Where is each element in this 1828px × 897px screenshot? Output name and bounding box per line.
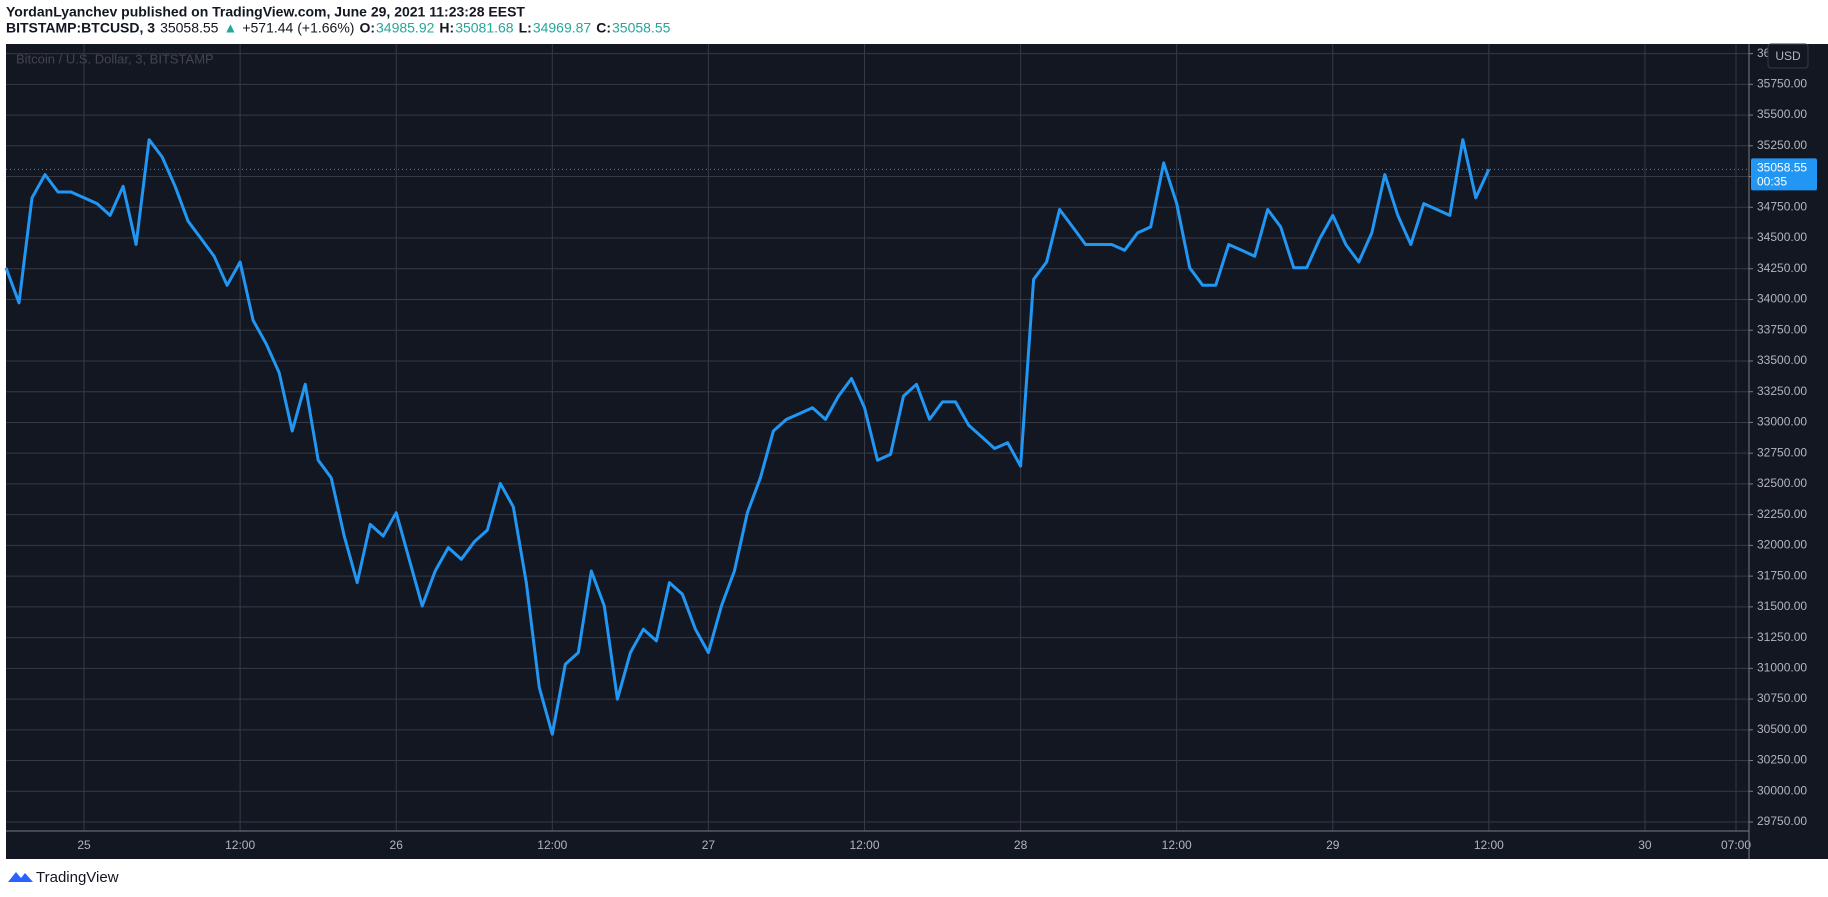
watermark: Bitcoin / U.S. Dollar, 3, BITSTAMP [16, 51, 214, 66]
y-tick-label: 32750.00 [1757, 445, 1807, 459]
y-tick-label: 33000.00 [1757, 415, 1807, 429]
y-tick-label: 31250.00 [1757, 630, 1807, 644]
y-tick-label: 32500.00 [1757, 476, 1807, 490]
x-tick-label: 12:00 [849, 838, 879, 852]
change: +571.44 (+1.66%) [242, 20, 354, 36]
x-tick-label: 12:00 [225, 838, 255, 852]
x-tick-label: 07:00 [1721, 838, 1751, 852]
currency-box [1767, 43, 1809, 69]
last-price-box [1751, 158, 1817, 191]
x-tick-label: 26 [390, 838, 404, 852]
y-tick-label: 30750.00 [1757, 691, 1807, 705]
y-tick-label: 34750.00 [1757, 199, 1807, 213]
y-tick-label: 32250.00 [1757, 507, 1807, 521]
currency: USD [1775, 49, 1801, 63]
x-tick-label: 29 [1326, 838, 1340, 852]
arrow: ▲ [223, 20, 237, 36]
ohlc-label: C: [596, 20, 611, 36]
x-tick-label: 27 [702, 838, 716, 852]
y-tick-label: 29750.00 [1757, 814, 1807, 828]
x-tick-label: 28 [1014, 838, 1028, 852]
last-price-label: 35058.55 [1757, 161, 1807, 175]
ohlc-label: L: [519, 20, 532, 36]
y-tick-label: 33500.00 [1757, 353, 1807, 367]
price: 35058.55 [160, 20, 219, 36]
ohlc-value: 35081.68 [455, 20, 514, 36]
y-tick-label: 34000.00 [1757, 292, 1807, 306]
y-tick-label: 35500.00 [1757, 107, 1807, 121]
y-tick-label: 31000.00 [1757, 661, 1807, 675]
price-line [4, 138, 1491, 736]
author: YordanLyanchev published on TradingView.… [6, 4, 525, 20]
ohlc-label: H: [439, 20, 454, 36]
y-tick-label: 33750.00 [1757, 322, 1807, 336]
ohlc-label: O: [359, 20, 375, 36]
countdown: 00:35 [1757, 175, 1787, 189]
chart-background [6, 44, 1828, 859]
ohlc-value: 35058.55 [612, 20, 671, 36]
y-tick-label: 31500.00 [1757, 599, 1807, 613]
symbol: BITSTAMP:BTCUSD, 3 [6, 20, 155, 36]
plot: 29750.00 30000.00 30250.00 30500.00 30750.00… [4, 44, 1817, 859]
x-tick-label: 12:00 [537, 838, 567, 852]
y-tick-label: 34250.00 [1757, 261, 1807, 275]
x-tick-label: 12:00 [1162, 838, 1192, 852]
y-tick-label: 35750.00 [1757, 76, 1807, 90]
logo [8, 872, 33, 882]
y-tick-label: 30250.00 [1757, 753, 1807, 767]
y-tick-label: 35250.00 [1757, 138, 1807, 152]
x-tick-label: 30 [1638, 838, 1652, 852]
y-tick-label: 31750.00 [1757, 568, 1807, 582]
x-tick-label: 25 [77, 838, 91, 852]
y-tick-label: 30500.00 [1757, 722, 1807, 736]
y-tick-label: 34500.00 [1757, 230, 1807, 244]
y-tick-label: 33250.00 [1757, 384, 1807, 398]
y-tick-label: 32000.00 [1757, 538, 1807, 552]
x-tick-label: 12:00 [1474, 838, 1504, 852]
y-tick-label: 30000.00 [1757, 783, 1807, 797]
ohlc-value: 34969.87 [533, 20, 592, 36]
symbol-line: BITSTAMP:BTCUSD, 3 35058.55 ▲ +571.44 (+1.6… [6, 20, 671, 36]
brand: TradingView [36, 869, 119, 886]
ohlc-value: 34985.92 [376, 20, 435, 36]
